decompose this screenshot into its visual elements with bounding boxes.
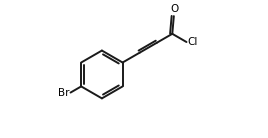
Text: O: O xyxy=(170,4,179,14)
Text: Br: Br xyxy=(58,88,70,98)
Text: Cl: Cl xyxy=(188,37,198,47)
